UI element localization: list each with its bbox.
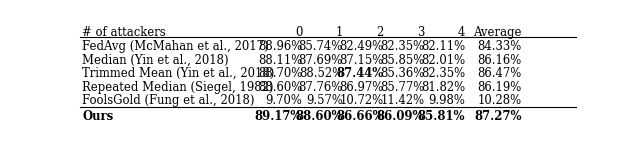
Text: 9.98%: 9.98% [428, 94, 465, 107]
Text: Average: Average [473, 26, 522, 39]
Text: 0: 0 [295, 26, 302, 39]
Text: 82.35%: 82.35% [420, 67, 465, 80]
Text: 87.69%: 87.69% [299, 53, 343, 67]
Text: 87.27%: 87.27% [474, 110, 522, 123]
Text: 11.42%: 11.42% [380, 94, 424, 107]
Text: 88.96%: 88.96% [258, 40, 302, 53]
Text: 2: 2 [376, 26, 383, 39]
Text: 87.76%: 87.76% [299, 81, 343, 94]
Text: 88.70%: 88.70% [258, 67, 302, 80]
Text: 85.77%: 85.77% [380, 81, 424, 94]
Text: 4: 4 [458, 26, 465, 39]
Text: 85.74%: 85.74% [299, 40, 343, 53]
Text: 85.81%: 85.81% [417, 110, 465, 123]
Text: 86.66%: 86.66% [336, 110, 383, 123]
Text: 89.17%: 89.17% [255, 110, 302, 123]
Text: 87.15%: 87.15% [339, 53, 383, 67]
Text: 86.16%: 86.16% [477, 53, 522, 67]
Text: 81.82%: 81.82% [420, 81, 465, 94]
Text: 86.47%: 86.47% [477, 67, 522, 80]
Text: 86.97%: 86.97% [339, 81, 383, 94]
Text: FedAvg (McMahan et al., 2017): FedAvg (McMahan et al., 2017) [83, 40, 269, 53]
Text: 86.09%: 86.09% [377, 110, 424, 123]
Text: 82.11%: 82.11% [420, 40, 465, 53]
Text: 85.36%: 85.36% [380, 67, 424, 80]
Text: 84.33%: 84.33% [477, 40, 522, 53]
Text: Repeated Median (Siegel, 1982): Repeated Median (Siegel, 1982) [83, 81, 274, 94]
Text: 88.60%: 88.60% [296, 110, 343, 123]
Text: 86.19%: 86.19% [477, 81, 522, 94]
Text: Ours: Ours [83, 110, 114, 123]
Text: Median (Yin et al., 2018): Median (Yin et al., 2018) [83, 53, 229, 67]
Text: 9.70%: 9.70% [266, 94, 302, 107]
Text: 82.35%: 82.35% [380, 40, 424, 53]
Text: 88.60%: 88.60% [258, 81, 302, 94]
Text: 3: 3 [417, 26, 424, 39]
Text: 9.57%: 9.57% [306, 94, 343, 107]
Text: Trimmed Mean (Yin et al., 2018): Trimmed Mean (Yin et al., 2018) [83, 67, 275, 80]
Text: 82.01%: 82.01% [420, 53, 465, 67]
Text: 87.44%: 87.44% [336, 67, 383, 80]
Text: # of attackers: # of attackers [83, 26, 166, 39]
Text: 88.11%: 88.11% [258, 53, 302, 67]
Text: FoolsGold (Fung et al., 2018): FoolsGold (Fung et al., 2018) [83, 94, 255, 107]
Text: 10.72%: 10.72% [339, 94, 383, 107]
Text: 10.28%: 10.28% [477, 94, 522, 107]
Text: 82.49%: 82.49% [339, 40, 383, 53]
Text: 88.52%: 88.52% [299, 67, 343, 80]
Text: 1: 1 [335, 26, 343, 39]
Text: 85.85%: 85.85% [380, 53, 424, 67]
